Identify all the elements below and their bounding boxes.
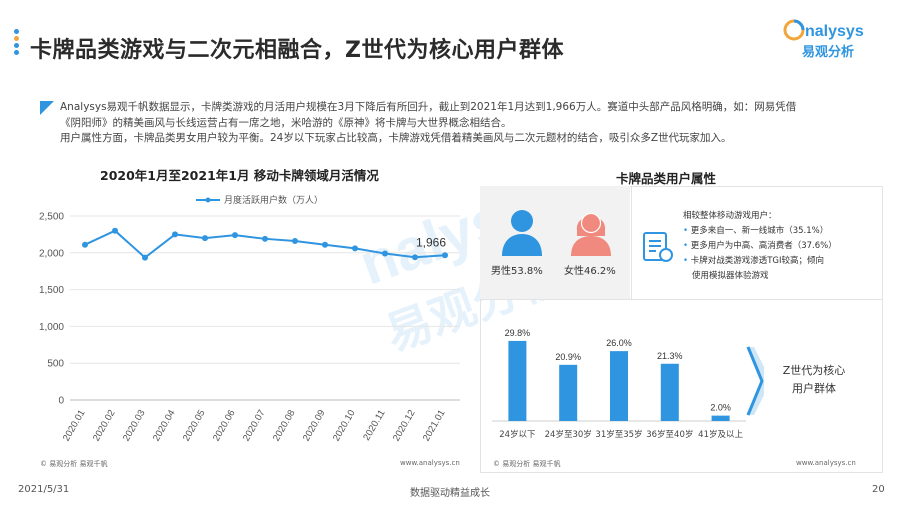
male-label: 男性53.8%: [491, 266, 543, 277]
x-tick-label: 2020.12: [391, 408, 418, 443]
bar: [508, 340, 527, 421]
brand-logo-icon: nalysys 易观分析: [783, 19, 864, 60]
x-tick-label: 2020.04: [151, 408, 178, 443]
data-point: [412, 254, 418, 261]
y-tick-label: 0: [58, 396, 64, 407]
bar: [660, 363, 679, 421]
x-tick-label: 2020.07: [241, 408, 268, 443]
bar-value-label: 20.9%: [555, 352, 581, 362]
summary-line-3: 用户属性方面，卡牌品类男女用户较为平衡。24岁以下玩家占比较高，卡牌游戏凭借着精…: [60, 132, 732, 144]
brand-logo: nalysys 易观分析: [778, 14, 888, 60]
male-user-icon: [502, 210, 542, 256]
data-point: [382, 250, 388, 257]
data-point: [172, 231, 178, 238]
x-tick-label: 2020.08: [271, 408, 298, 443]
chevron-right-icon: [746, 346, 764, 416]
title-decoration: [14, 29, 20, 63]
left-source-url: www.analysys.cn: [400, 459, 460, 467]
note-item-4: 使用模拟器体验游戏: [692, 271, 769, 281]
y-tick-label: 1,000: [39, 322, 64, 333]
legend-series-label: 月度活跃用户数（万人）: [224, 196, 324, 206]
left-chart-title: 2020年1月至2021年1月 移动卡牌领域月活情况: [100, 168, 379, 183]
bar-category-label: 24岁至30岁: [545, 429, 592, 440]
summary-text: Analysys易观千帆数据显示，卡牌类游戏的月活用户规模在3月下降后有所回升，…: [60, 100, 850, 147]
legend-line-marker: [196, 197, 220, 202]
panel-divider-h: [480, 299, 882, 300]
data-point: [232, 232, 238, 239]
female-user-icon: [571, 212, 611, 256]
note-item-2: • 更多用户为中高、高消费者（37.6%）: [683, 241, 837, 251]
footer-page-number: 20: [872, 484, 885, 495]
data-point: [112, 227, 118, 234]
x-tick-label: 2020.05: [181, 408, 208, 443]
x-tick-label: 2020.02: [91, 408, 118, 443]
bar: [559, 364, 578, 421]
notes-block: 相较整体移动游戏用户： • 更多来自一、新一线城市（35.1%） • 更多用户为…: [683, 209, 837, 284]
right-source-url: www.analysys.cn: [796, 459, 856, 467]
panel-divider-v: [631, 186, 632, 299]
x-tick-label: 2020.11: [361, 408, 387, 443]
bar-value-label: 29.8%: [505, 328, 531, 338]
y-tick-label: 500: [47, 359, 64, 370]
data-point: [292, 238, 298, 245]
right-panel: [480, 186, 883, 473]
y-tick-label: 2,500: [39, 212, 64, 223]
data-point: [202, 235, 208, 242]
bar-category-label: 36岁至40岁: [646, 429, 693, 440]
bar-chart: 29.8% 24岁以下 20.9% 24岁至30岁 26.0% 31岁至35岁 21.3% 3…: [492, 328, 746, 440]
bar: [610, 351, 628, 421]
summary-line-1: Analysys易观千帆数据显示，卡牌类游戏的月活用户规模在3月下降后有所回升，…: [60, 101, 797, 113]
bar: [711, 415, 730, 421]
brand-en-text: nalysys: [805, 23, 864, 40]
footer-date: 2021/5/31: [18, 484, 70, 495]
x-tick-label: 2020.10: [331, 408, 358, 443]
bar-category-label: 41岁及以上: [698, 429, 743, 440]
right-panel-title: 卡牌品类用户属性: [616, 171, 717, 186]
left-chart-legend: 月度活跃用户数（万人）: [196, 193, 323, 206]
data-point: [322, 241, 328, 248]
footer-slogan: 数据驱动精益成长: [410, 488, 490, 499]
summary-marker: [40, 101, 54, 115]
female-label: 女性46.2%: [564, 266, 616, 277]
x-tick-label: 2020.03: [121, 408, 148, 443]
x-tick-label: 2020.09: [301, 408, 328, 443]
series-line: [84, 229, 446, 259]
y-tick-label: 1,500: [39, 285, 64, 296]
note-item-1: • 更多来自一、新一线城市（35.1%）: [683, 226, 829, 236]
y-tick-label: 2,000: [39, 248, 64, 259]
bar-category-label: 24岁以下: [499, 429, 536, 440]
bar-value-label: 21.3%: [657, 351, 683, 361]
note-item-3: • 卡牌对战类游戏渗透TGI较高；倾向: [683, 256, 825, 266]
summary-line-2: 《阴阳师》的精美画风与长线运营占有一席之地，米哈游的《原神》将卡牌与大世界概念相…: [60, 116, 512, 129]
bar-value-label: 26.0%: [606, 338, 632, 348]
notes-heading: 相较整体移动游戏用户：: [683, 211, 777, 221]
left-source: © 易观分析 易观千帆: [40, 460, 108, 468]
bar-category-label: 31岁至35岁: [595, 429, 642, 440]
data-point: [352, 245, 358, 252]
brand-cn-text: 易观分析: [802, 44, 854, 60]
document-icon: [643, 232, 673, 262]
x-tick-label: 2020.01: [61, 408, 88, 443]
data-point: [262, 235, 268, 242]
data-label: 1,966: [416, 235, 446, 249]
data-point: [82, 241, 88, 248]
x-tick-label: 2020.06: [211, 408, 238, 443]
data-point: [442, 252, 448, 259]
z-gen-label: Z世代为核心 用户群体: [782, 364, 846, 395]
bar-value-label: 2.0%: [710, 403, 731, 413]
x-tick-label: 2021.01: [421, 408, 448, 443]
data-point: [142, 254, 148, 261]
page-title: 卡牌品类游戏与二次元相融合，Z世代为核心用户群体: [30, 38, 564, 63]
right-source: © 易观分析 易观千帆: [493, 460, 561, 468]
